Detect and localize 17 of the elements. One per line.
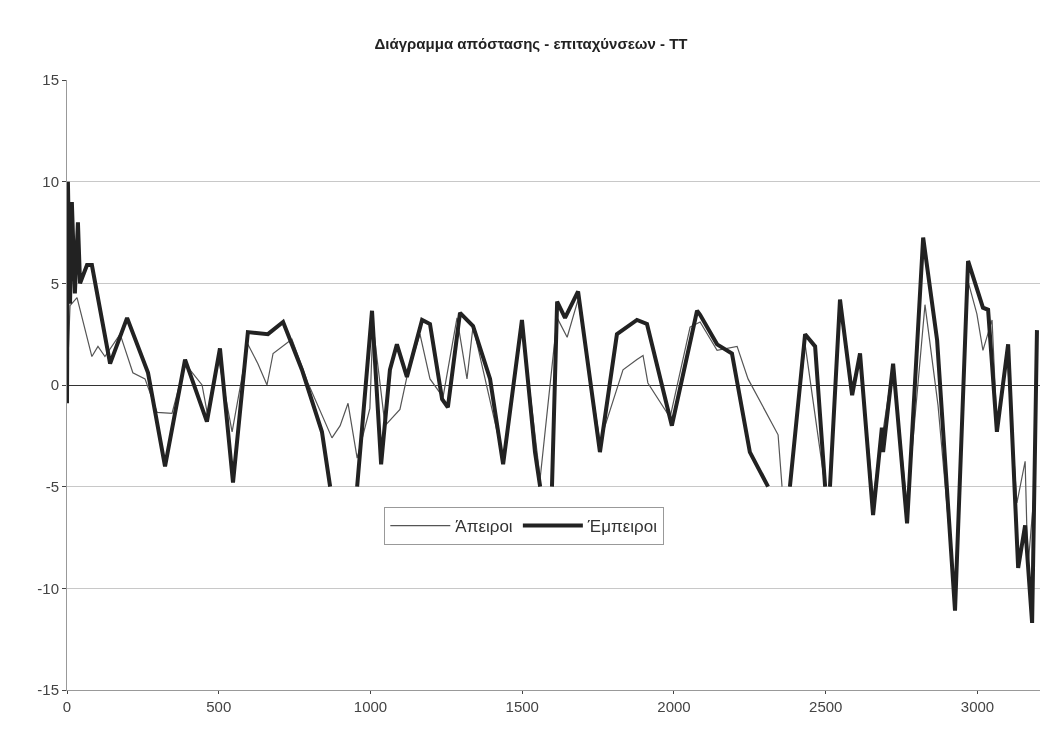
- y-tick-label: -5: [45, 477, 59, 495]
- y-tick-label: 10: [42, 172, 59, 190]
- y-tick-label: 15: [42, 71, 59, 89]
- x-tick-label: 1000: [353, 698, 388, 715]
- x-tick-label: 1500: [505, 698, 539, 715]
- chart-title: Διάγραμμα απόστασης - επιταχύνσεων - ΤΤ: [374, 35, 688, 53]
- x-tick-label: 500: [206, 698, 232, 715]
- legend-label: Άπειροι: [455, 517, 513, 537]
- y-tick-label: -15: [37, 681, 59, 699]
- x-tick-label: 3000: [960, 698, 995, 715]
- x-tick-label: 2500: [809, 698, 843, 715]
- y-tick-label: 0: [50, 376, 59, 394]
- y-tick-label: 5: [50, 274, 59, 292]
- y-tick-label: -10: [37, 579, 59, 597]
- x-tick-label: 0: [62, 698, 72, 715]
- x-tick-label: 2000: [657, 698, 691, 715]
- legend-label: Έμπειροι: [586, 517, 658, 537]
